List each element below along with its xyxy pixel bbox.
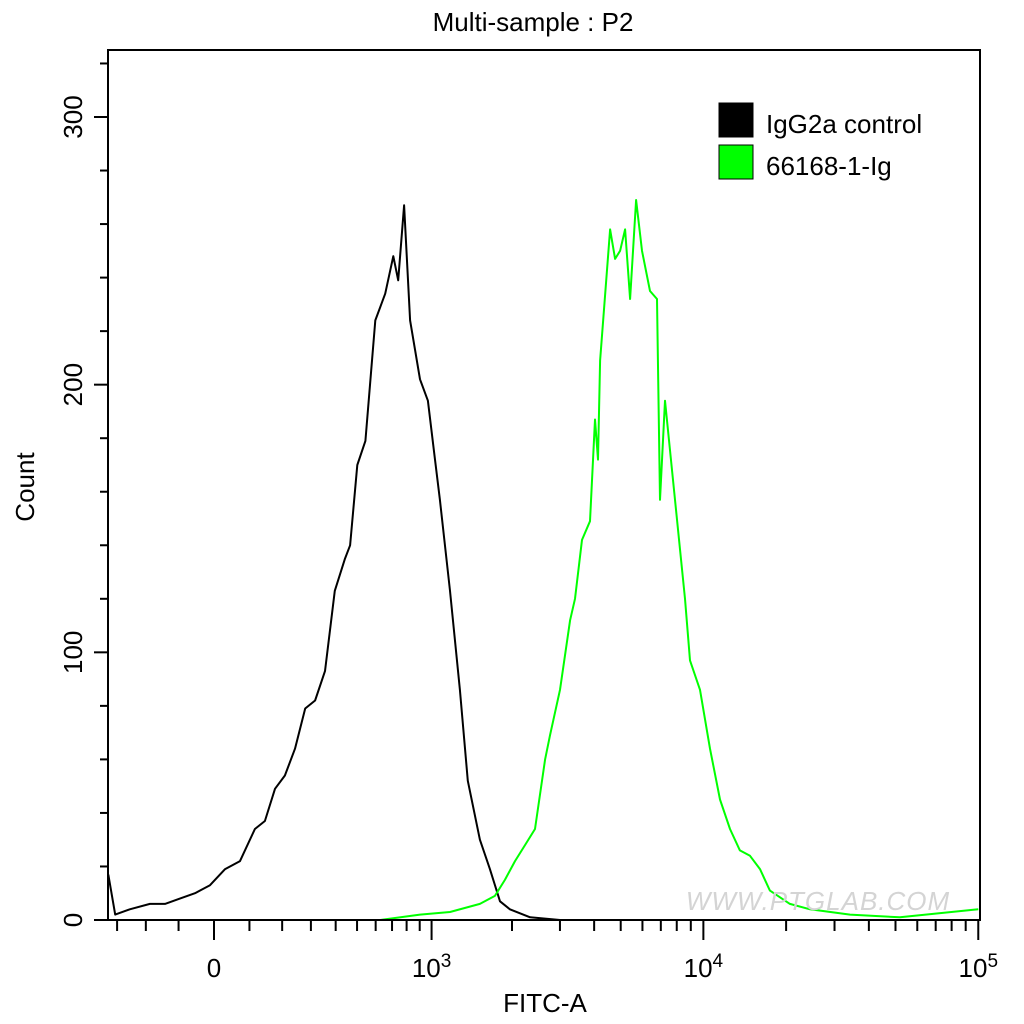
- y-tick-label: 100: [58, 631, 88, 674]
- y-tick-label: 0: [58, 913, 88, 927]
- watermark: WWW.PTGLAB.COM: [686, 886, 950, 916]
- axis-ticks: 0 100 200 300 0 103 104 105: [58, 62, 999, 983]
- chart-title: Multi-sample : P2: [433, 7, 634, 37]
- legend-label-igg2a-control: IgG2a control: [766, 109, 922, 139]
- x-tick-label: 103: [412, 951, 452, 983]
- series-line-66168-1-ig: [244, 199, 979, 921]
- legend: IgG2a control 66168-1-Ig: [718, 102, 922, 181]
- legend-swatch-66168-1-ig: [718, 144, 754, 180]
- series-group: [107, 199, 979, 921]
- plot-frame: [107, 49, 981, 921]
- legend-label-66168-1-ig: 66168-1-Ig: [766, 151, 892, 181]
- y-tick-label: 200: [58, 363, 88, 406]
- x-tick-label: 104: [684, 951, 724, 983]
- series-line-igg2a-control: [107, 204, 601, 921]
- y-axis-label: Count: [10, 452, 40, 522]
- x-tick-label: 0: [207, 953, 221, 983]
- legend-swatch-igg2a-control: [718, 102, 754, 138]
- x-axis-label: FITC-A: [503, 988, 587, 1018]
- x-tick-label: 105: [959, 951, 999, 983]
- y-tick-label: 300: [58, 95, 88, 138]
